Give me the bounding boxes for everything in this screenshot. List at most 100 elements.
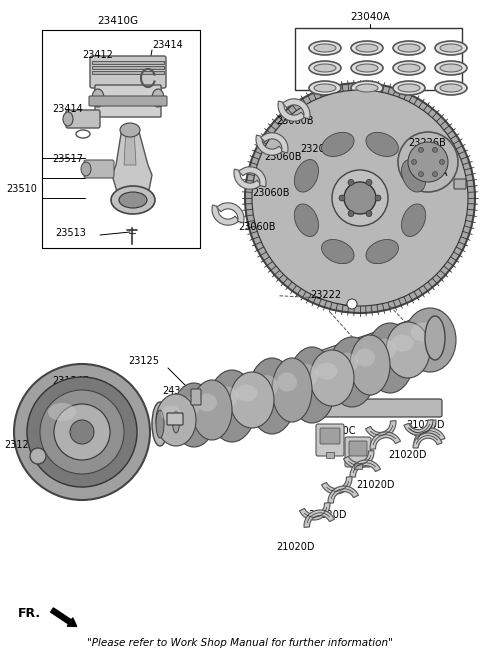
Polygon shape [283,99,310,119]
Circle shape [432,147,437,152]
Ellipse shape [272,358,312,422]
Text: 23124B: 23124B [52,376,90,386]
Ellipse shape [393,41,425,55]
Ellipse shape [156,394,196,446]
Bar [92,71,164,74]
Polygon shape [413,433,442,448]
Circle shape [419,147,423,152]
Text: 23222: 23222 [310,290,341,300]
Circle shape [398,132,458,192]
Ellipse shape [92,89,104,107]
Circle shape [348,179,354,185]
Text: 23311A: 23311A [410,168,447,178]
FancyBboxPatch shape [349,441,367,456]
Ellipse shape [366,323,414,393]
Ellipse shape [435,61,467,75]
Ellipse shape [248,358,296,434]
Polygon shape [414,428,445,444]
Text: "Please refer to Work Shop Manual for further information": "Please refer to Work Shop Manual for fu… [87,638,393,648]
Bar [295,28,462,90]
Ellipse shape [192,380,232,440]
Circle shape [348,211,354,217]
Ellipse shape [440,44,462,52]
Ellipse shape [178,397,200,417]
FancyBboxPatch shape [345,437,371,467]
Text: 23060B: 23060B [238,222,276,232]
Bar [92,61,164,64]
Circle shape [245,83,475,313]
Polygon shape [370,432,400,449]
Ellipse shape [111,186,155,214]
Circle shape [366,211,372,217]
Ellipse shape [322,132,354,156]
Circle shape [54,404,110,460]
Ellipse shape [208,370,256,442]
Ellipse shape [366,132,398,156]
Polygon shape [322,476,352,494]
FancyBboxPatch shape [168,399,442,417]
Text: 23200D: 23200D [300,144,338,154]
Circle shape [375,195,381,201]
FancyBboxPatch shape [316,424,344,456]
Ellipse shape [156,410,164,438]
Ellipse shape [372,339,396,360]
Polygon shape [256,135,283,155]
Ellipse shape [334,353,358,374]
Bar [92,66,164,69]
Ellipse shape [328,337,376,407]
Circle shape [432,171,437,177]
Ellipse shape [230,372,274,428]
Circle shape [252,90,468,306]
Bar [354,463,362,469]
Ellipse shape [288,347,336,423]
Ellipse shape [355,348,375,367]
FancyArrow shape [50,608,77,626]
Ellipse shape [310,350,354,406]
Circle shape [411,160,417,164]
Ellipse shape [351,41,383,55]
Text: 21020D: 21020D [356,480,395,490]
Text: 23510: 23510 [6,184,37,194]
Polygon shape [234,169,261,189]
FancyBboxPatch shape [84,160,114,178]
Polygon shape [404,420,433,435]
Text: 23040A: 23040A [350,12,390,22]
Polygon shape [212,205,240,225]
Text: 23226B: 23226B [408,138,446,148]
Polygon shape [261,133,288,153]
Ellipse shape [254,375,278,398]
Text: 23060B: 23060B [252,188,289,198]
Ellipse shape [314,84,336,92]
Ellipse shape [440,84,462,92]
Text: 21020D: 21020D [276,542,314,552]
Circle shape [408,142,448,182]
Circle shape [440,160,444,164]
Ellipse shape [401,204,426,237]
Polygon shape [278,101,305,121]
FancyBboxPatch shape [167,413,183,425]
Text: 23412: 23412 [82,50,113,60]
Text: 23414: 23414 [52,104,83,114]
Polygon shape [328,486,359,503]
Ellipse shape [392,334,413,351]
Ellipse shape [435,41,467,55]
Ellipse shape [315,363,337,379]
Ellipse shape [172,383,216,447]
Circle shape [366,179,372,185]
Bar [326,452,334,458]
Text: FR.: FR. [18,607,41,620]
Polygon shape [112,128,152,200]
Circle shape [339,195,345,201]
Text: 23410G: 23410G [97,16,139,26]
Text: 21020D: 21020D [406,420,444,430]
FancyBboxPatch shape [191,389,201,405]
Ellipse shape [435,81,467,95]
Ellipse shape [169,404,183,440]
Polygon shape [300,503,330,520]
Polygon shape [239,167,266,187]
Polygon shape [344,451,374,468]
Ellipse shape [398,44,420,52]
Ellipse shape [63,112,73,126]
Polygon shape [124,128,136,165]
FancyBboxPatch shape [454,179,466,189]
